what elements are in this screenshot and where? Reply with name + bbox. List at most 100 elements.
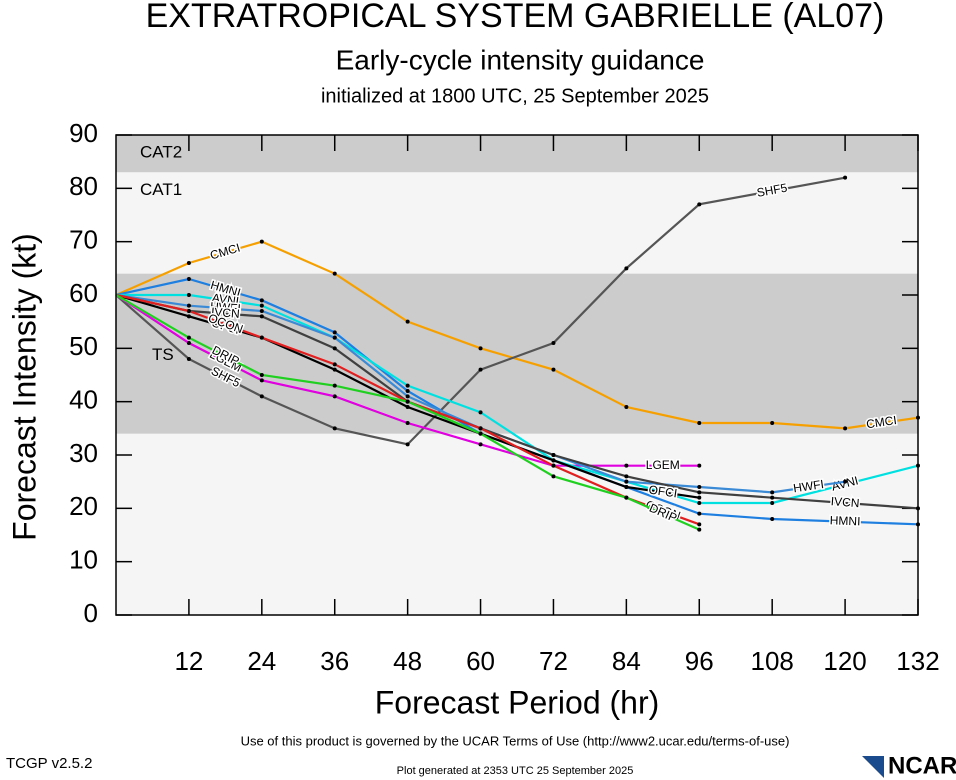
data-point — [551, 341, 556, 345]
y-tick-label: 90 — [69, 118, 98, 148]
y-tick-label: 20 — [69, 491, 98, 521]
y-tick-label: 60 — [69, 278, 98, 308]
data-point — [405, 389, 410, 393]
series-label: AVNI — [211, 291, 240, 309]
data-point — [332, 383, 337, 388]
y-tick-label: 80 — [69, 171, 98, 201]
data-point — [332, 426, 337, 431]
series-line — [115, 240, 919, 430]
x-tick-label: 12 — [174, 646, 203, 676]
series-label: CMCI — [865, 413, 897, 431]
x-tick-label: 120 — [823, 646, 866, 676]
data-point — [259, 239, 264, 244]
series-label: IVCN — [830, 494, 860, 510]
series-label: LGEM — [646, 458, 680, 472]
data-point — [332, 362, 337, 367]
data-point — [332, 346, 337, 351]
series-label: OFCI — [648, 483, 678, 501]
init-time: initialized at 1800 UTC, 25 September 20… — [321, 85, 709, 107]
data-point — [770, 490, 775, 495]
band-label: CAT1 — [140, 180, 182, 199]
data-point — [624, 405, 629, 409]
logo-mark — [862, 756, 884, 778]
data-point — [186, 335, 191, 340]
data-point — [405, 442, 410, 447]
data-point — [259, 303, 264, 308]
series-label: HMNI — [830, 513, 861, 528]
data-point — [697, 463, 702, 468]
data-point — [478, 426, 483, 431]
data-point — [697, 511, 702, 516]
data-point — [405, 399, 410, 404]
data-point — [551, 458, 556, 463]
x-tick-label: 132 — [896, 646, 939, 676]
intensity-band — [116, 172, 918, 274]
data-point — [478, 346, 483, 351]
data-point — [332, 394, 337, 399]
data-point — [697, 501, 702, 505]
y-tick-label: 40 — [69, 385, 98, 415]
data-point — [624, 474, 629, 479]
x-tick-label: 96 — [685, 646, 714, 676]
data-point — [259, 394, 264, 399]
y-axis-label: Forecast Intensity (kt) — [6, 233, 42, 541]
data-point — [697, 202, 702, 207]
chart-title: EXTRATROPICAL SYSTEM GABRIELLE (AL07) — [146, 0, 885, 35]
data-point — [186, 277, 191, 281]
y-tick-label: 0 — [84, 598, 98, 628]
data-point — [405, 405, 410, 409]
data-point — [624, 266, 629, 271]
data-point — [186, 303, 191, 308]
terms: Use of this product is governed by the U… — [241, 733, 790, 748]
data-point — [332, 271, 337, 276]
data-point — [551, 367, 556, 372]
data-point — [478, 431, 483, 436]
data-point — [259, 335, 264, 340]
plot-frame — [115, 134, 919, 616]
data-point — [259, 309, 264, 313]
x-tick-label: 72 — [539, 646, 568, 676]
x-tick-label: 60 — [466, 646, 495, 676]
x-tick-label: 84 — [612, 646, 641, 676]
data-point — [332, 367, 337, 372]
data-point — [697, 522, 702, 527]
data-point — [478, 442, 483, 447]
x-tick-label: 48 — [393, 646, 422, 676]
data-point — [259, 373, 264, 377]
data-point — [551, 474, 556, 479]
band-label: CAT2 — [140, 142, 182, 161]
data-point — [697, 495, 702, 500]
series-line — [115, 176, 846, 446]
data-point — [405, 383, 410, 388]
x-tick-label: 24 — [247, 646, 276, 676]
data-point — [551, 453, 556, 457]
data-point — [405, 394, 410, 399]
data-point — [186, 293, 191, 297]
y-tick-label: 30 — [69, 438, 98, 468]
data-point — [186, 261, 191, 265]
y-tick-label: 50 — [69, 331, 98, 361]
data-point — [770, 517, 775, 521]
data-point — [332, 330, 337, 335]
data-point — [624, 479, 629, 484]
intensity-band — [116, 273, 918, 434]
data-point — [843, 479, 848, 484]
data-point — [770, 421, 775, 425]
data-point — [186, 314, 191, 319]
data-point — [259, 298, 264, 303]
data-point — [697, 490, 702, 495]
data-point — [186, 357, 191, 361]
chart-subtitle: Early-cycle intensity guidance — [336, 44, 705, 75]
data-point — [697, 485, 702, 489]
data-point — [843, 175, 848, 180]
data-point — [478, 367, 483, 372]
data-point — [332, 335, 337, 340]
intensity-band — [116, 135, 918, 173]
logo: NCAR — [888, 752, 956, 779]
data-point — [405, 319, 410, 324]
data-point — [405, 421, 410, 425]
x-tick-label: 108 — [750, 646, 793, 676]
data-point — [186, 341, 191, 345]
data-point — [624, 485, 629, 489]
